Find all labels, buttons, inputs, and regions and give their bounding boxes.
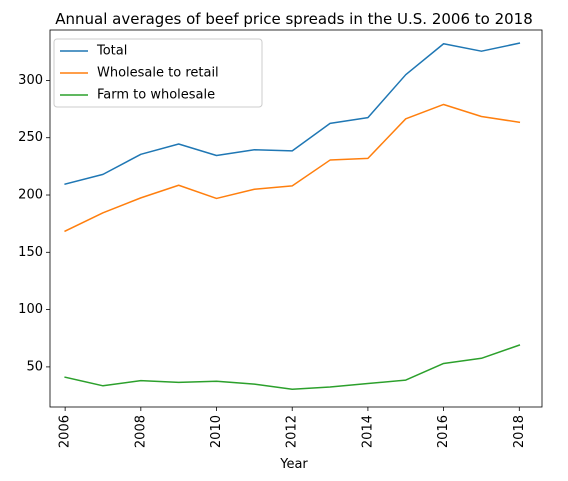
x-axis-title: Year <box>279 457 308 472</box>
legend: Total Wholesale to retail Farm to wholesal… <box>54 39 262 107</box>
y-tick-label: 300 <box>18 73 43 88</box>
x-tick-label: 2018 <box>512 415 527 448</box>
y-tick-label: 250 <box>18 130 43 145</box>
x-tick-label: 2016 <box>436 415 451 448</box>
x-axis: 2006 2008 2010 2012 2014 2016 2018 <box>58 407 527 448</box>
x-tick-label: 2010 <box>209 415 224 448</box>
chart-title: Annual averages of beef price spreads in… <box>55 10 533 28</box>
y-tick-label: 200 <box>18 188 43 203</box>
y-tick-label: 100 <box>18 302 43 317</box>
legend-label-2: Farm to wholesale <box>97 88 215 103</box>
series-line-1 <box>65 104 519 231</box>
y-tick-label: 50 <box>26 359 43 374</box>
legend-label-1: Wholesale to retail <box>97 66 219 81</box>
y-tick-label: 150 <box>18 245 43 260</box>
legend-label-0: Total <box>96 44 127 59</box>
series-line-2 <box>65 345 519 389</box>
x-tick-label: 2012 <box>285 415 300 448</box>
x-tick-label: 2006 <box>58 415 73 448</box>
x-tick-label: 2014 <box>360 415 375 448</box>
x-tick-label: 2008 <box>133 415 148 448</box>
y-axis: 50 100 150 200 250 300 <box>18 73 50 374</box>
